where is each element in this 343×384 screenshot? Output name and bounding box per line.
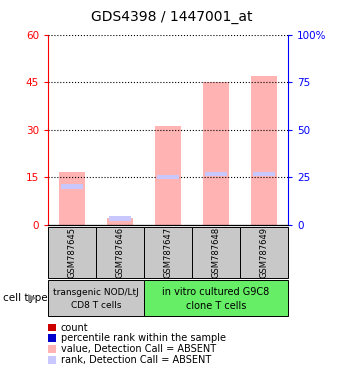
Bar: [251, 76, 277, 225]
Bar: [144, 280, 288, 316]
Bar: [203, 82, 229, 225]
Text: GSM787646: GSM787646: [116, 227, 125, 278]
Text: GSM787645: GSM787645: [68, 227, 76, 278]
Bar: [157, 175, 179, 179]
Bar: [240, 227, 288, 278]
Text: GSM787648: GSM787648: [212, 227, 221, 278]
Bar: [253, 172, 275, 176]
Bar: [107, 218, 133, 225]
Text: GDS4398 / 1447001_at: GDS4398 / 1447001_at: [91, 10, 252, 24]
Text: transgenic NOD/LtJ: transgenic NOD/LtJ: [53, 288, 139, 297]
Bar: [144, 227, 192, 278]
Text: count: count: [61, 323, 88, 333]
Bar: [61, 184, 83, 189]
Bar: [48, 280, 144, 316]
Text: cell type: cell type: [3, 293, 48, 303]
Text: ▶: ▶: [28, 293, 37, 303]
Text: value, Detection Call = ABSENT: value, Detection Call = ABSENT: [61, 344, 216, 354]
Bar: [96, 227, 144, 278]
Text: clone T cells: clone T cells: [186, 301, 246, 311]
Bar: [192, 227, 240, 278]
Text: in vitro cultured G9C8: in vitro cultured G9C8: [163, 287, 270, 297]
Bar: [59, 172, 85, 225]
Text: GSM787647: GSM787647: [164, 227, 173, 278]
Bar: [48, 227, 96, 278]
Bar: [155, 126, 181, 225]
Text: GSM787649: GSM787649: [260, 227, 269, 278]
Text: rank, Detection Call = ABSENT: rank, Detection Call = ABSENT: [61, 355, 211, 365]
Bar: [109, 216, 131, 221]
Bar: [205, 172, 227, 176]
Text: CD8 T cells: CD8 T cells: [71, 301, 121, 310]
Text: percentile rank within the sample: percentile rank within the sample: [61, 333, 226, 343]
